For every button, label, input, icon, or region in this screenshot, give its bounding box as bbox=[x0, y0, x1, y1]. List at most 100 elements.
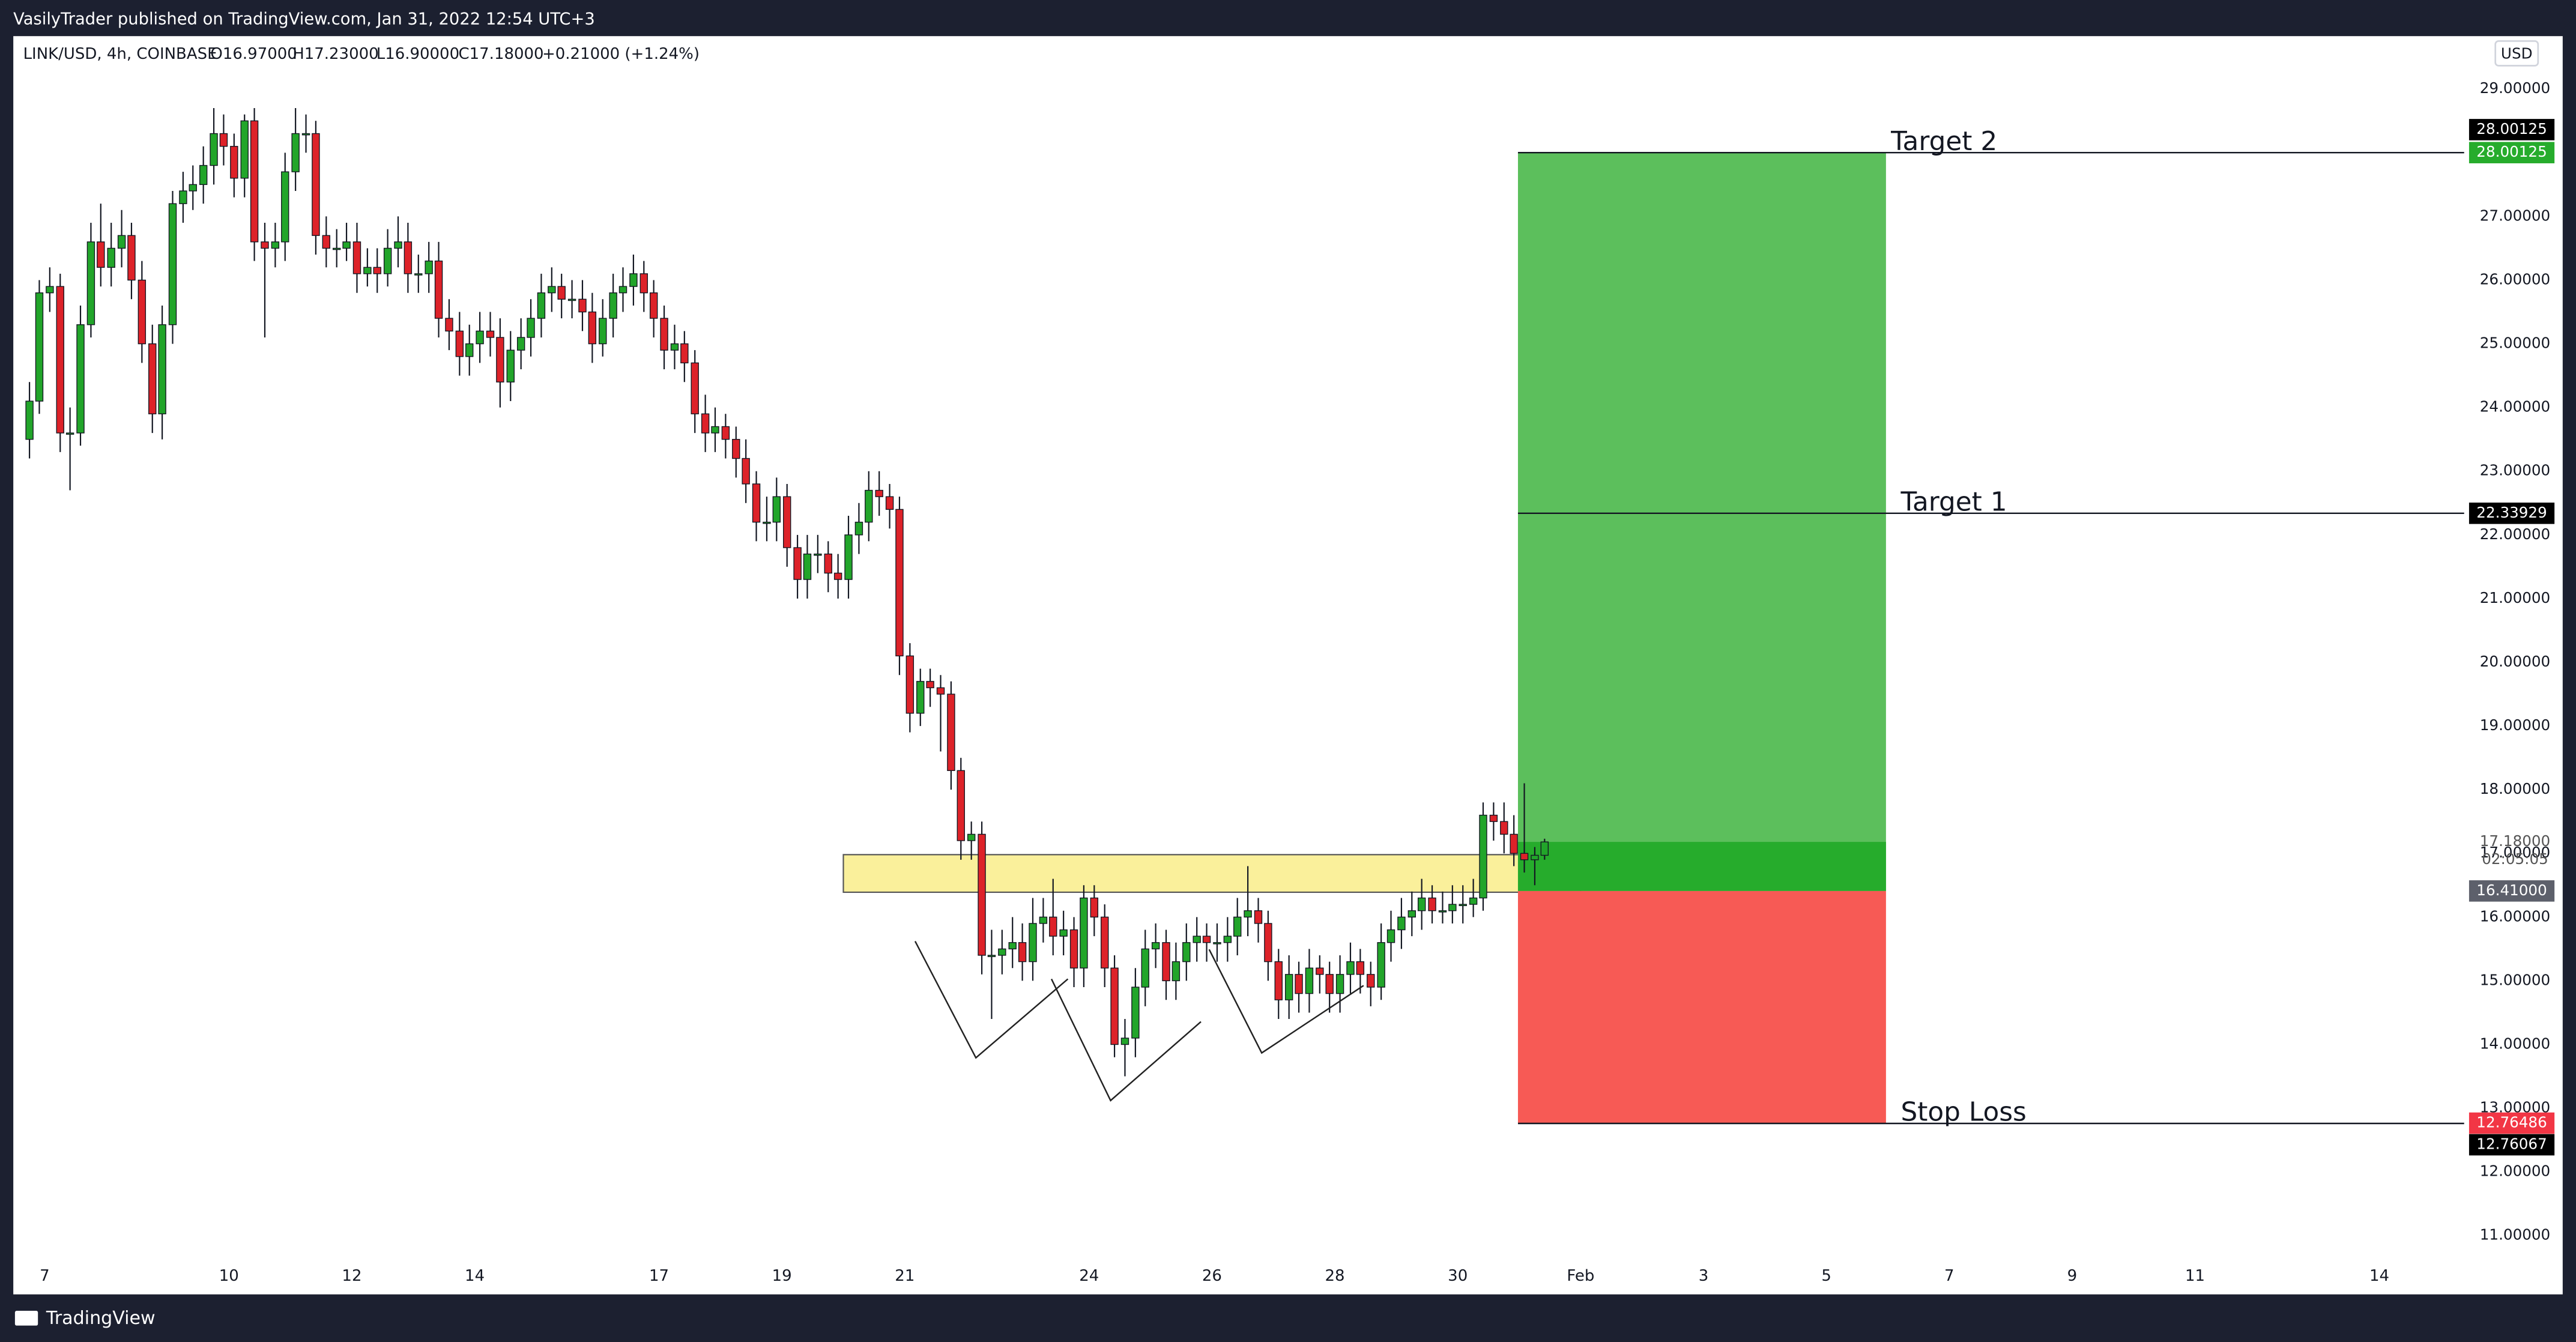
loss-area bbox=[1517, 890, 1886, 1123]
x-tick-label: 10 bbox=[219, 1267, 239, 1285]
profit-area bbox=[1517, 153, 1886, 891]
x-tick-label: 30 bbox=[1448, 1267, 1468, 1285]
candle-body bbox=[639, 273, 649, 294]
candle-body bbox=[1049, 916, 1057, 937]
candle-body bbox=[618, 286, 627, 294]
pattern-drawings bbox=[914, 940, 1364, 1102]
candle-body bbox=[506, 349, 515, 382]
candle-body bbox=[86, 241, 95, 325]
logo-icon bbox=[14, 1311, 38, 1326]
candle-body bbox=[1223, 935, 1232, 943]
candle-body bbox=[25, 400, 34, 440]
candle-body bbox=[957, 770, 965, 841]
candle-body bbox=[414, 273, 423, 276]
candle-body bbox=[158, 324, 166, 414]
plot: 11.0000012.0000013.0000014.0000015.00000… bbox=[25, 79, 2555, 1285]
candle-body bbox=[1510, 833, 1518, 854]
candle-body bbox=[865, 489, 873, 523]
candle-body bbox=[404, 241, 413, 274]
candle-body bbox=[434, 260, 443, 319]
candle-body bbox=[76, 324, 85, 434]
candle-body bbox=[691, 362, 699, 414]
candle-body bbox=[936, 687, 945, 695]
x-tick-label: 14 bbox=[465, 1267, 485, 1285]
candle-body bbox=[1295, 974, 1303, 994]
candle-body bbox=[1131, 987, 1140, 1039]
symbol: LINK/USD, 4h, COINBASE bbox=[23, 45, 217, 63]
candle-body bbox=[1233, 916, 1242, 937]
candle-body bbox=[138, 279, 147, 345]
candle-body bbox=[1172, 961, 1181, 982]
target-2-price-box bbox=[2469, 119, 2555, 141]
target-price-box bbox=[2469, 142, 2555, 163]
x-tick-label: 19 bbox=[772, 1267, 792, 1285]
change: +0.21000 (+1.24%) bbox=[542, 45, 700, 63]
candle-body bbox=[261, 241, 269, 249]
y-tick-label: 22.00000 bbox=[2480, 525, 2550, 543]
publisher: VasilyTrader published on TradingView.co… bbox=[13, 10, 595, 28]
candle-body bbox=[1193, 935, 1201, 943]
candle-body bbox=[301, 133, 310, 136]
entry-price-box bbox=[2469, 880, 2555, 902]
target-1-price-box bbox=[2469, 503, 2555, 524]
stop-price: 12.76486 bbox=[2476, 1114, 2547, 1131]
candle-body bbox=[701, 413, 710, 434]
x-tick-label: 9 bbox=[2067, 1267, 2078, 1285]
candle-body bbox=[1059, 929, 1068, 937]
candle-body bbox=[1500, 821, 1508, 835]
candle-body bbox=[1438, 910, 1447, 913]
candle-body bbox=[752, 483, 761, 523]
y-tick-label: 15.00000 bbox=[2480, 971, 2550, 988]
level-label: Target 2 bbox=[1890, 126, 1997, 157]
candle-body bbox=[1346, 961, 1355, 975]
candle-body bbox=[833, 572, 842, 580]
candle-body bbox=[1316, 967, 1324, 975]
ohlc-close: C17.18000 bbox=[459, 45, 544, 63]
candle-body bbox=[1162, 942, 1170, 982]
x-tick-label: 21 bbox=[895, 1267, 915, 1285]
candle-body bbox=[1540, 841, 1549, 856]
candle-body bbox=[1120, 1038, 1129, 1045]
candle-body bbox=[1325, 974, 1334, 994]
stop-loss-price-box bbox=[2469, 1134, 2555, 1156]
candle-body bbox=[1305, 967, 1314, 994]
level-label: Stop Loss bbox=[1900, 1097, 2026, 1128]
candle-body bbox=[1386, 929, 1395, 943]
candle-body bbox=[967, 833, 976, 841]
candle-body bbox=[895, 509, 904, 657]
candle-body bbox=[1080, 897, 1088, 969]
candle-body bbox=[732, 439, 740, 459]
chart-area bbox=[13, 36, 2563, 1295]
y-tick-label: 21.00000 bbox=[2480, 589, 2550, 606]
shoulder-left bbox=[914, 940, 1069, 1059]
candle-body bbox=[127, 235, 136, 281]
level-label: Target 1 bbox=[1900, 486, 2007, 517]
candle-body bbox=[148, 343, 157, 414]
candle-body bbox=[567, 298, 576, 301]
support-zone bbox=[842, 854, 1582, 893]
y-tick-label: 11.00000 bbox=[2480, 1226, 2550, 1244]
candle-body bbox=[1202, 935, 1211, 943]
candle-body bbox=[1428, 897, 1436, 911]
y-tick-label: 17.00000 bbox=[2480, 844, 2550, 861]
x-tick-label: 14 bbox=[2369, 1267, 2389, 1285]
candle-body bbox=[1029, 923, 1037, 963]
x-tick-label: 5 bbox=[1821, 1267, 1831, 1285]
candle-body bbox=[629, 273, 638, 287]
candle-body bbox=[230, 146, 238, 179]
y-tick-label: 24.00000 bbox=[2480, 398, 2550, 416]
candle-body bbox=[1141, 948, 1149, 988]
candle-body bbox=[107, 247, 115, 268]
candle-body bbox=[117, 235, 126, 249]
candle-body bbox=[783, 496, 791, 548]
candle-body bbox=[1244, 910, 1252, 918]
candle-body bbox=[352, 241, 361, 274]
candle-body bbox=[527, 318, 535, 338]
y-tick-label: 25.00000 bbox=[2480, 334, 2550, 352]
stop-loss-price: 12.76067 bbox=[2476, 1135, 2547, 1153]
currency-box[interactable] bbox=[2494, 40, 2539, 67]
candle-body bbox=[1489, 814, 1498, 822]
y-tick-label: 27.00000 bbox=[2480, 207, 2550, 224]
candle-body bbox=[680, 343, 689, 364]
